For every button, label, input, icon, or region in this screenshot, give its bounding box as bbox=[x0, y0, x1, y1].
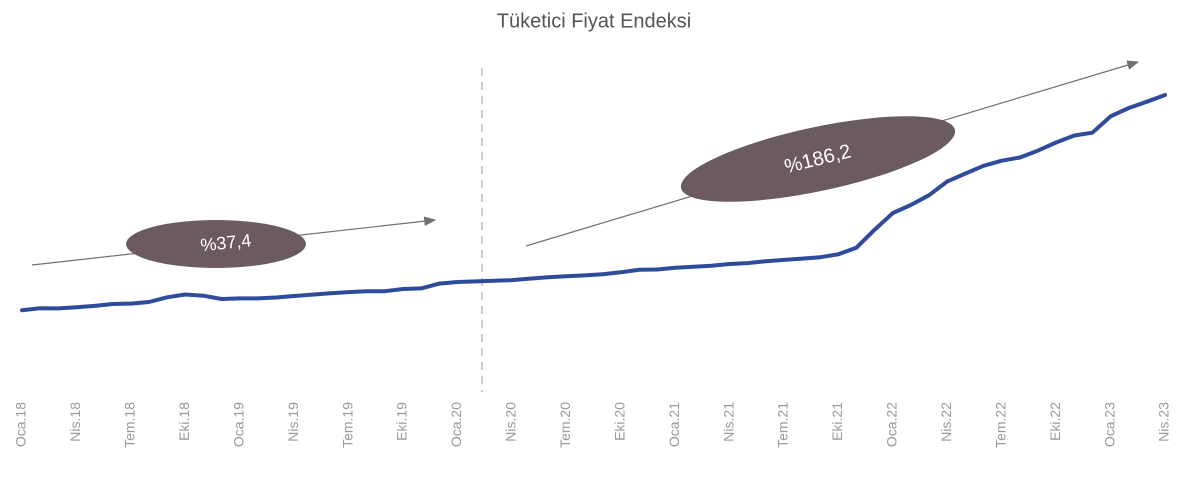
x-tick-label: Tem.20 bbox=[557, 402, 573, 448]
chart-title: Tüketici Fiyat Endeksi bbox=[497, 10, 692, 32]
x-tick-label: Nis.22 bbox=[938, 402, 954, 442]
x-tick-label: Oca.21 bbox=[666, 402, 682, 447]
x-tick-label: Eki.22 bbox=[1047, 402, 1063, 441]
x-tick-label: Tem.21 bbox=[775, 402, 791, 448]
x-tick-label: Nis.21 bbox=[720, 402, 736, 442]
x-tick-label: Oca.18 bbox=[13, 402, 29, 447]
x-tick-label: Oca.22 bbox=[884, 402, 900, 447]
x-tick-label: Eki.18 bbox=[176, 402, 192, 441]
x-tick-label: Nis.18 bbox=[67, 402, 83, 442]
x-tick-label: Tem.19 bbox=[339, 402, 355, 448]
x-tick-label: Oca.20 bbox=[448, 402, 464, 447]
x-tick-label: Nis.19 bbox=[285, 402, 301, 442]
plot: Oca.18 Nis.18 Tem.18 Eki.18 Oca.19 Nis.19 Tem.… bbox=[13, 93, 1172, 448]
line bbox=[20, 93, 1167, 313]
x-tick-label: Eki.21 bbox=[829, 402, 845, 441]
x-tick-label: Oca.19 bbox=[230, 402, 246, 447]
x-tick-label: Nis.20 bbox=[503, 402, 519, 442]
x-tick-label: Oca.23 bbox=[1101, 402, 1117, 447]
x-tick-label: Nis.23 bbox=[1156, 402, 1172, 442]
x-tick-label: Eki.20 bbox=[611, 402, 627, 441]
x-tick-label: Tem.18 bbox=[122, 402, 138, 448]
x-tick-label: Eki.19 bbox=[394, 402, 410, 441]
x-tick-label: Tem.22 bbox=[992, 402, 1008, 448]
annotation-bubble bbox=[680, 116, 956, 202]
annotation-bubble bbox=[126, 220, 306, 268]
